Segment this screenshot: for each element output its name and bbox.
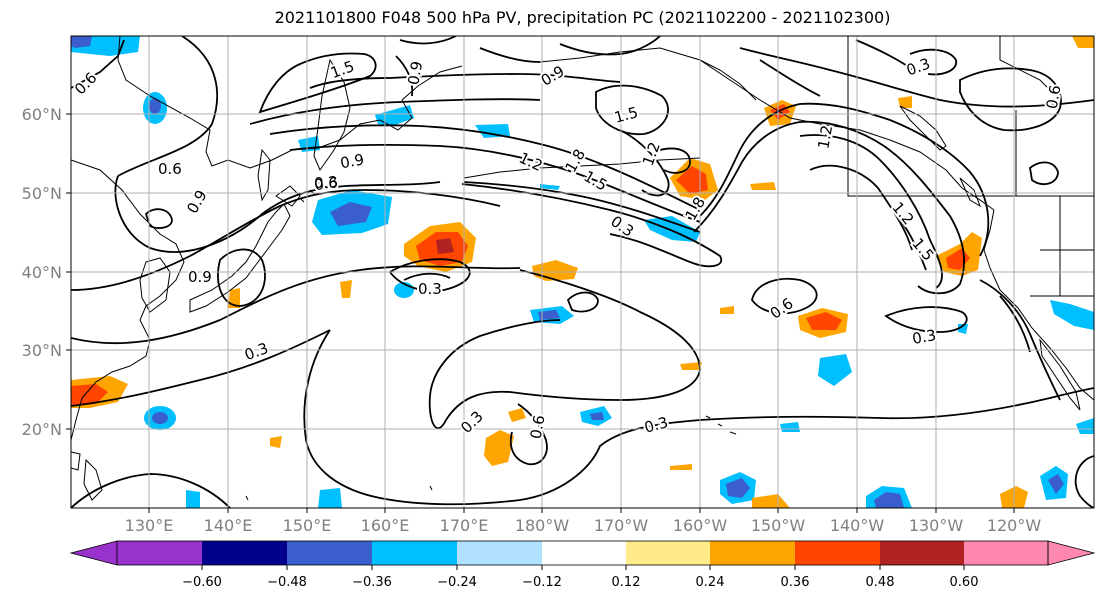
colorbar-segment [795,541,880,565]
colorbar-segment [880,541,964,565]
colorbar-extend-right [1047,540,1096,566]
contour-label: 0.6 [314,174,338,192]
latitude-labels: 60°N 50°N 40°N 30°N 20°N [22,105,62,439]
lon-label: 160°W [673,516,728,535]
colorbar-tick-label: −0.60 [182,575,222,590]
contour-label: 0.9 [188,268,212,286]
lon-label: 130°E [125,516,174,535]
lon-label: 170°W [594,516,649,535]
lon-label: 140°W [830,516,885,535]
colorbar-segment [117,541,202,565]
colorbar-tick-label: 0.12 [612,575,641,590]
lon-label: 140°E [204,516,253,535]
colorbar: −0.60 −0.48 −0.36 −0.24 −0.12 0.12 0.24 … [69,540,1096,590]
lon-label: 150°E [283,516,332,535]
precip-anomaly-shading [71,36,1094,508]
contour-label: 0.3 [418,280,442,298]
colorbar-segment [626,541,710,565]
axis-ticks [66,113,1015,513]
colorbar-segment [202,541,287,565]
colorbar-tick-label: −0.24 [437,575,477,590]
lon-label: 120°W [987,516,1042,535]
lat-label: 30°N [22,341,62,360]
colorbar-tick-label: −0.36 [352,575,392,590]
map-title: 2021101800 F048 500 hPa PV, precipitatio… [274,8,891,27]
lat-label: 60°N [22,105,62,124]
colorbar-tick-label: 0.24 [696,575,725,590]
lon-label: 160°E [361,516,410,535]
colorbar-segment [287,541,372,565]
colorbar-segment [964,541,1048,565]
lat-label: 20°N [22,420,62,439]
lon-label: 130°W [909,516,964,535]
lon-label: 170°E [440,516,489,535]
contour-label: 0.6 [158,160,182,178]
colorbar-tick-label: 0.36 [781,575,810,590]
longitude-labels: 130°E 140°E 150°E 160°E 170°E 180°W 170°… [125,516,1042,535]
colorbar-tick-label: −0.48 [267,575,307,590]
colorbar-tick-label: 0.48 [866,575,895,590]
colorbar-tick-label: 0.60 [950,575,979,590]
colorbar-segment [372,541,457,565]
lat-label: 50°N [22,184,62,203]
colorbar-segment [457,541,542,565]
lon-label: 180°W [515,516,570,535]
lon-label: 150°W [751,516,806,535]
colorbar-tick-label: −0.12 [522,575,562,590]
colorbar-segment [542,541,626,565]
lat-label: 40°N [22,263,62,282]
graticule [71,36,1094,508]
colorbar-segment [710,541,795,565]
colorbar-extend-left [69,540,118,566]
